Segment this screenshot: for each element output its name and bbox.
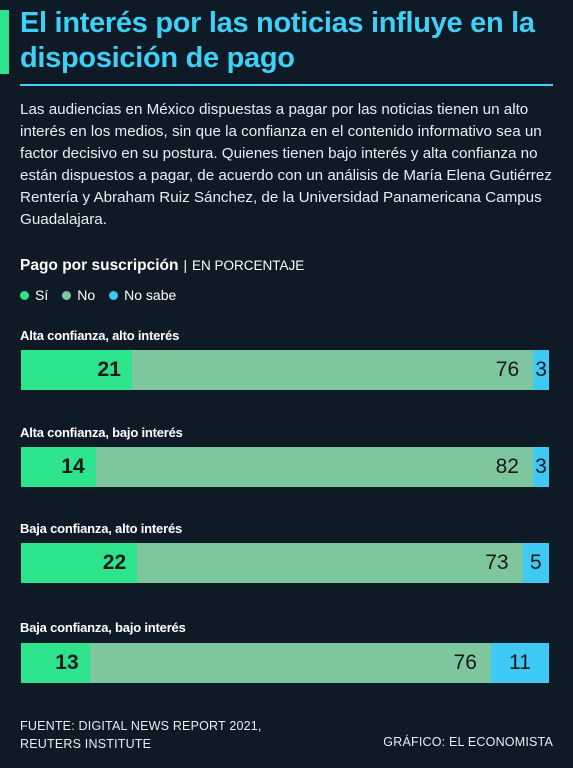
data-label-si: 13	[55, 651, 79, 674]
bar-row: 21 76 3	[21, 350, 549, 390]
legend-item-si: Sí	[20, 287, 48, 303]
legend-dot-no-sabe	[109, 290, 119, 300]
category-label: Alta confianza, bajo interés	[20, 425, 183, 440]
category-label: Baja confianza, bajo interés	[20, 620, 186, 635]
bar-row: 22 73 5	[21, 543, 549, 583]
graphic-credit: GRÁFICO: EL ECONOMISTA	[383, 735, 553, 749]
legend-item-no: No	[62, 287, 95, 303]
bar-segment-no: 73	[137, 543, 523, 583]
data-label-no-sabe: 3	[535, 358, 547, 381]
chart-title: El interés por las noticias influye en l…	[20, 7, 535, 74]
legend-label-si: Sí	[35, 287, 49, 303]
data-label-no: 76	[495, 358, 520, 381]
title-divider	[20, 84, 553, 86]
bar-segment-no: 76	[89, 643, 491, 683]
bar-row: 13 76 11	[21, 643, 549, 683]
accent-bar	[0, 10, 9, 74]
legend: Sí No No sabe	[20, 287, 176, 303]
category-label: Baja confianza, alto interés	[20, 521, 183, 536]
data-label-si: 22	[102, 551, 127, 574]
legend-item-no-sabe: No sabe	[109, 287, 176, 303]
bar-segment-si: 22	[21, 543, 138, 583]
bar-segment-no: 82	[95, 447, 533, 487]
intro-paragraph: Las audiencias en México dispuestas a pa…	[20, 101, 552, 228]
data-label-si: 21	[97, 358, 121, 381]
bar-segment-si: 13	[21, 643, 90, 683]
data-label-no-sabe: 5	[529, 551, 542, 574]
bar-segment-no: 76	[131, 350, 534, 390]
category-label: Alta confianza, alto interés	[20, 328, 180, 343]
chart-subheading: Pago por suscripción | EN PORCENTAJE	[20, 257, 304, 275]
bar-segment-no-sabe: 5	[522, 543, 549, 583]
subheading-main: Pago por suscripción	[20, 257, 179, 274]
source-line-1: FUENTE: DIGITAL NEWS REPORT 2021,	[20, 719, 262, 733]
subheading-separator: |	[183, 258, 187, 273]
bar-row: 14 82 3	[21, 447, 549, 487]
legend-label-no-sabe: No sabe	[124, 287, 177, 303]
legend-dot-si	[20, 290, 29, 300]
data-label-no: 76	[453, 651, 477, 674]
bar-segment-no-sabe: 3	[533, 447, 549, 487]
data-label-no: 82	[495, 455, 519, 478]
bar-segment-no-sabe: 11	[490, 643, 549, 683]
legend-label-no: No	[77, 287, 96, 303]
subheading-unit: EN PORCENTAJE	[192, 258, 305, 273]
data-label-no: 73	[485, 551, 509, 574]
data-label-si: 14	[61, 455, 85, 478]
bar-segment-si: 14	[21, 447, 96, 487]
data-label-no-sabe: 11	[509, 651, 531, 674]
data-label-no-sabe: 3	[535, 455, 547, 478]
bar-segment-si: 21	[21, 350, 132, 390]
source-note: FUENTE: DIGITAL NEWS REPORT 2021, REUTER…	[20, 717, 262, 753]
source-line-2: REUTERS INSTITUTE	[20, 737, 152, 751]
legend-dot-no	[62, 290, 72, 300]
bar-segment-no-sabe: 3	[533, 350, 549, 390]
